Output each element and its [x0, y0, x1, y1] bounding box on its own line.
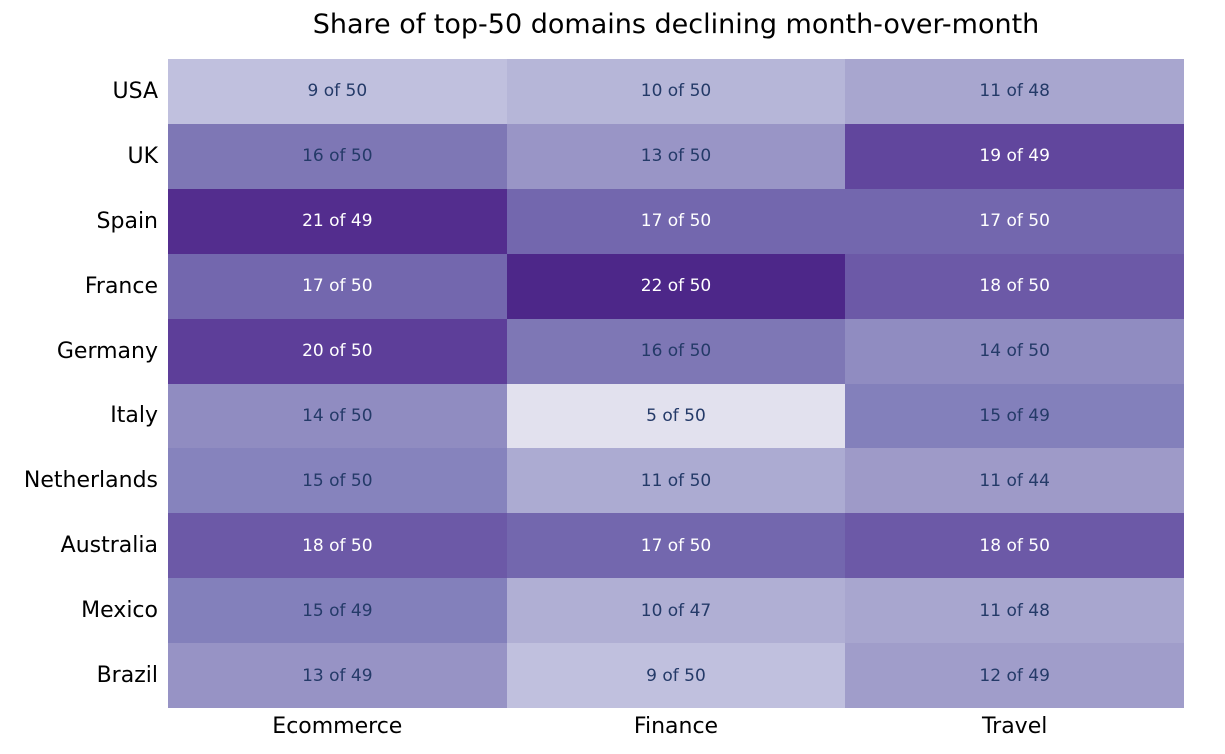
y-axis-labels: USA UK Spain France Germany Italy Netherlands A…	[0, 59, 158, 708]
y-tick-label-spain: Spain	[96, 208, 158, 234]
heatmap-cell-usa-finance: 10 of 50	[506, 59, 846, 124]
y-tick-label-australia: Australia	[60, 533, 158, 559]
heatmap-cell-france-ecommerce: 17 of 50	[168, 253, 507, 319]
x-axis-labels: Ecommerce Finance Travel	[168, 710, 1184, 742]
heatmap-cell-usa-ecommerce: 9 of 50	[168, 59, 507, 124]
heatmap-cell-netherlands-finance: 11 of 50	[506, 448, 846, 514]
x-tick-label-ecommerce: Ecommerce	[272, 713, 403, 739]
heatmap-cell-australia-ecommerce: 18 of 50	[168, 513, 507, 579]
heatmap-cell-uk-travel: 19 of 49	[845, 123, 1184, 189]
x-tick-label-travel: Travel	[981, 713, 1048, 739]
y-tick-label-brazil: Brazil	[96, 663, 158, 689]
heatmap-cell-netherlands-travel: 11 of 44	[845, 448, 1184, 514]
y-tick-label-mexico: Mexico	[81, 598, 158, 624]
y-tick-label-france: France	[84, 273, 158, 299]
y-tick-label-usa: USA	[112, 78, 158, 104]
heatmap-cell-germany-travel: 14 of 50	[845, 318, 1184, 384]
heatmap-cell-spain-finance: 17 of 50	[506, 188, 846, 254]
heatmap-cell-brazil-ecommerce: 13 of 49	[168, 643, 507, 708]
heatmap-cell-spain-ecommerce: 21 of 49	[168, 188, 507, 254]
heatmap-grid: 9 of 50 10 of 50 11 of 48 16 of 50 13 of 50 1…	[168, 59, 1184, 708]
heatmap-cell-italy-ecommerce: 14 of 50	[168, 383, 507, 449]
heatmap-cell-brazil-travel: 12 of 49	[845, 643, 1184, 708]
y-tick-label-netherlands: Netherlands	[23, 468, 158, 494]
y-tick-label-italy: Italy	[110, 403, 158, 429]
heatmap-cell-uk-finance: 13 of 50	[506, 123, 846, 189]
heatmap-cell-france-travel: 18 of 50	[845, 253, 1184, 319]
heatmap-cell-usa-travel: 11 of 48	[845, 59, 1184, 124]
heatmap-cell-mexico-travel: 11 of 48	[845, 578, 1184, 644]
heatmap-cell-italy-finance: 5 of 50	[506, 383, 846, 449]
heatmap-cell-australia-travel: 18 of 50	[845, 513, 1184, 579]
heatmap-cell-uk-ecommerce: 16 of 50	[168, 123, 507, 189]
heatmap-cell-australia-finance: 17 of 50	[506, 513, 846, 579]
heatmap-cell-italy-travel: 15 of 49	[845, 383, 1184, 449]
heatmap-cell-netherlands-ecommerce: 15 of 50	[168, 448, 507, 514]
y-tick-label-germany: Germany	[56, 338, 158, 364]
heatmap-cell-france-finance: 22 of 50	[506, 253, 846, 319]
heatmap-cell-mexico-finance: 10 of 47	[506, 578, 846, 644]
heatmap-cell-germany-finance: 16 of 50	[506, 318, 846, 384]
heatmap-cell-brazil-finance: 9 of 50	[506, 643, 846, 708]
y-tick-label-uk: UK	[127, 143, 158, 169]
x-tick-label-finance: Finance	[633, 713, 719, 739]
chart-title: Share of top-50 domains declining month-…	[312, 9, 1040, 40]
heatmap-cell-germany-ecommerce: 20 of 50	[168, 318, 507, 384]
heatmap-cell-mexico-ecommerce: 15 of 49	[168, 578, 507, 644]
heatmap-cell-spain-travel: 17 of 50	[845, 188, 1184, 254]
